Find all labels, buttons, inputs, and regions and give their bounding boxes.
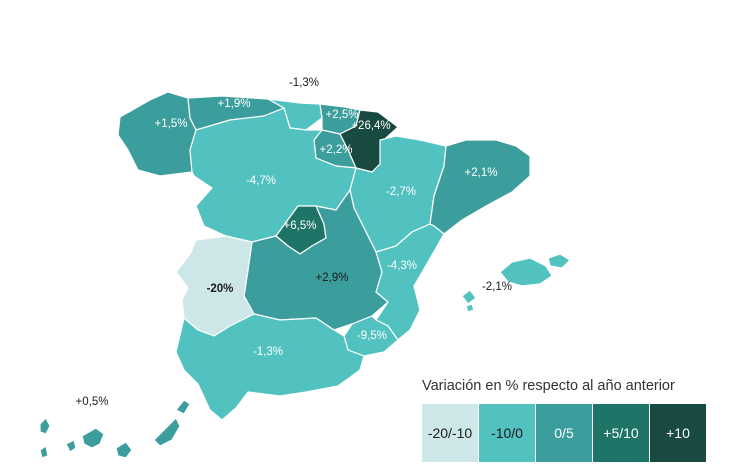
label-baleares: -2,1% [482,281,512,293]
region-baleares[interactable] [461,253,571,313]
label-andalucia: -1,3% [253,346,283,358]
region-galicia[interactable] [117,91,197,177]
label-castilla-la-mancha: +2,9% [316,272,349,284]
legend-title: Variación en % respecto al año anterior [422,378,675,394]
label-canarias: +0,5% [76,396,109,408]
label-castilla-y-leon: -4,7% [246,175,276,187]
region-canarias[interactable] [39,399,191,459]
label-comunidad-valenciana: -4,3% [387,260,417,272]
legend-bin-3: 0/5 [536,404,593,462]
region-andalucia[interactable] [175,313,365,421]
label-aragon: -2,7% [386,186,416,198]
legend-bin-2: -10/0 [479,404,536,462]
legend: Variación en % respecto al año anterior … [422,378,734,462]
label-la-rioja: +2,2% [320,144,353,156]
label-asturias: +1,9% [218,98,251,110]
label-navarra: +26,4% [351,120,390,132]
legend-scale: -20/-10 -10/0 0/5 +5/10 +10 [422,404,734,462]
label-pais-vasco: +2,5% [326,109,359,121]
label-murcia: -9,5% [357,330,387,342]
legend-bin-4: +5/10 [593,404,650,462]
region-cataluna[interactable] [429,139,531,235]
label-madrid: +6,5% [284,220,317,232]
legend-bin-5: +10 [650,404,707,462]
label-cataluna: +2,1% [465,167,498,179]
label-galicia: +1,5% [155,118,188,130]
label-extremadura: -20% [207,283,234,295]
label-cantabria: -1,3% [289,77,319,89]
legend-bin-1: -20/-10 [422,404,479,462]
